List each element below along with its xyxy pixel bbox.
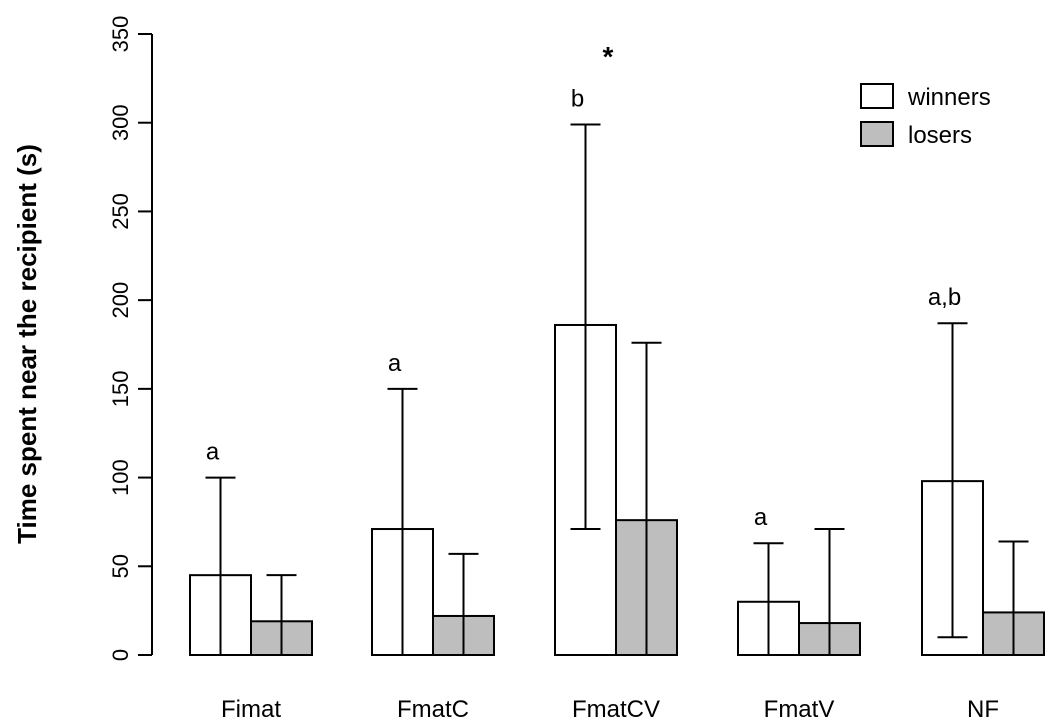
- annotation-letter: a: [388, 350, 402, 377]
- annotation-letter: a,b: [928, 284, 961, 311]
- y-axis: 0 50 100 150 200 250 300 350: [108, 16, 153, 661]
- y-tick-label: 300: [108, 104, 133, 141]
- category-label: NF: [967, 696, 999, 723]
- category-label: FmatV: [764, 696, 835, 723]
- y-tick-label: 150: [108, 370, 133, 407]
- y-axis-title: Time spent near the recipient (s): [12, 144, 42, 544]
- annotation-letter: a: [206, 439, 220, 466]
- category-label: Fimat: [221, 696, 281, 723]
- legend-swatch-losers: [860, 121, 894, 147]
- y-tick-label: 0: [108, 649, 133, 661]
- bars-group: a a b a a,b *: [189, 41, 1045, 657]
- category-label: FmatC: [397, 696, 469, 723]
- legend: winners losers: [860, 83, 991, 149]
- y-tick-label: 250: [108, 193, 133, 230]
- annotation-letter: a: [754, 504, 768, 531]
- legend-label-winners: winners: [907, 84, 991, 111]
- annotation-letter: b: [571, 85, 584, 112]
- category-label: FmatCV: [572, 696, 660, 723]
- legend-swatch-winners: [860, 83, 894, 109]
- legend-label-losers: losers: [908, 122, 972, 149]
- y-tick-label: 100: [108, 459, 133, 496]
- y-tick-label: 200: [108, 282, 133, 319]
- significance-star: *: [603, 41, 614, 72]
- y-tick-label: 350: [108, 16, 133, 53]
- y-tick-label: 50: [108, 554, 133, 578]
- category-labels: Fimat FmatC FmatCV FmatV NF: [221, 696, 999, 723]
